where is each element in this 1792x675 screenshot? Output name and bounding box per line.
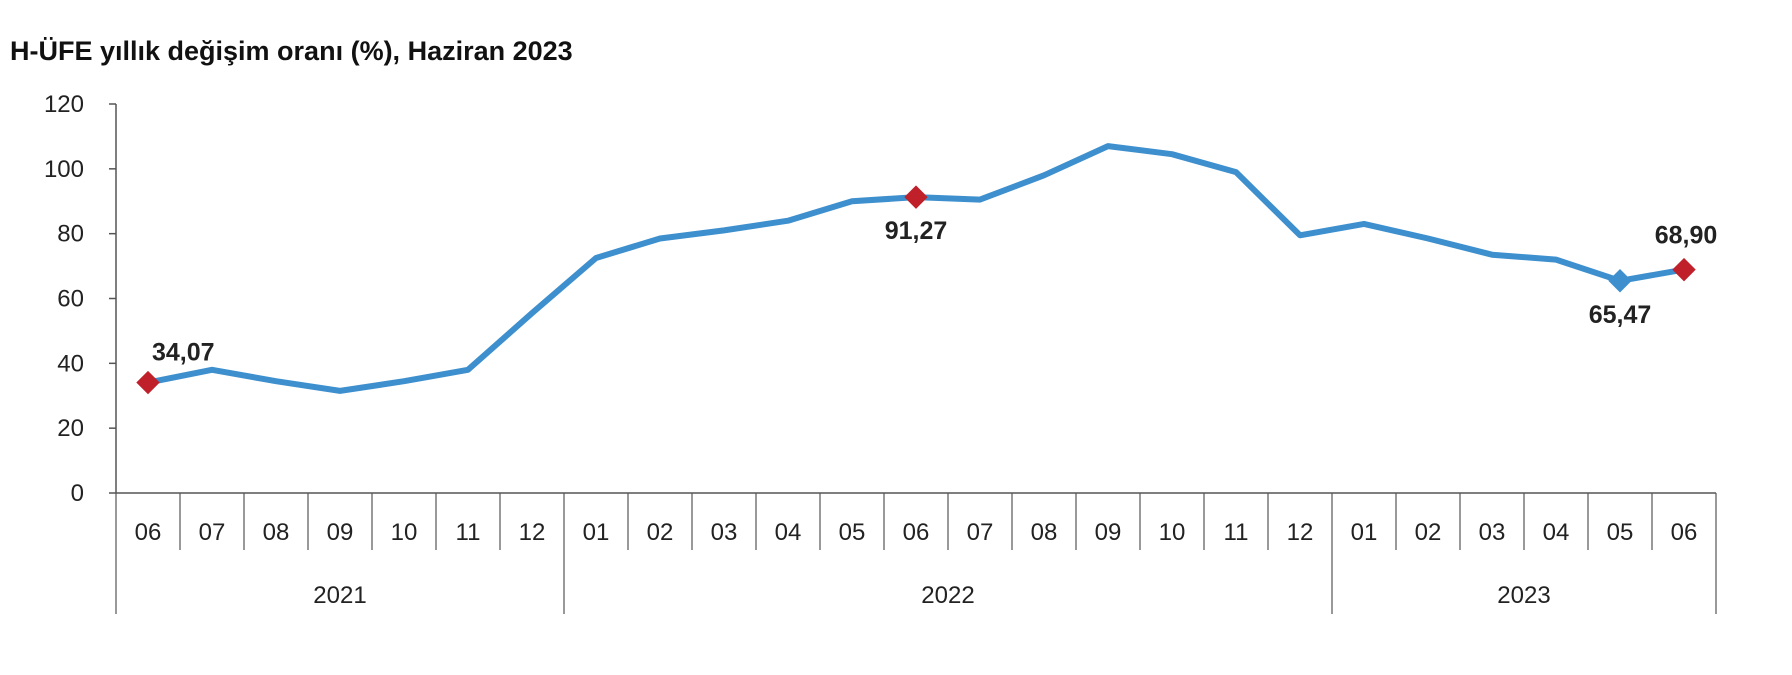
x-tick-label: 02 bbox=[647, 519, 674, 546]
data-label: 65,47 bbox=[1589, 301, 1652, 329]
x-tick-label: 03 bbox=[1479, 519, 1506, 546]
x-tick-label: 04 bbox=[1543, 519, 1570, 546]
x-tick-label: 04 bbox=[775, 519, 802, 546]
x-tick-label: 06 bbox=[903, 519, 930, 546]
data-label: 68,90 bbox=[1655, 222, 1718, 250]
data-label: 34,07 bbox=[152, 339, 215, 367]
data-point-marker bbox=[1608, 269, 1632, 293]
x-tick-label: 06 bbox=[1671, 519, 1698, 546]
x-tick-label: 07 bbox=[967, 519, 994, 546]
y-tick-label: 120 bbox=[44, 91, 84, 118]
x-tick-label: 11 bbox=[456, 519, 481, 546]
y-tick-label: 40 bbox=[57, 350, 84, 377]
x-axis: 06 07 08 09 10 11 12 01 02 03 04 05 06 07 08 09 10 11 12 01… bbox=[115, 492, 1717, 614]
x-tick-label: 12 bbox=[519, 519, 546, 546]
x-tick-label: 08 bbox=[1031, 519, 1058, 546]
data-label: 91,27 bbox=[885, 217, 948, 245]
data-labels: 34,07 91,27 65,47 68,90 bbox=[152, 217, 1717, 366]
year-label: 2023 bbox=[1497, 582, 1550, 609]
y-tick-label: 0 bbox=[71, 480, 84, 507]
y-axis: 0 20 40 60 80 100 120 bbox=[44, 91, 117, 507]
series-group bbox=[136, 143, 1696, 395]
data-point-marker bbox=[1672, 257, 1696, 282]
year-label: 2022 bbox=[921, 582, 974, 609]
x-tick-label: 11 bbox=[1224, 519, 1249, 546]
data-point-marker bbox=[904, 185, 928, 209]
x-tick-label: 02 bbox=[1415, 519, 1442, 546]
x-tick-label: 09 bbox=[327, 519, 354, 546]
x-tick-label: 12 bbox=[1287, 519, 1314, 546]
x-tick-label: 06 bbox=[135, 519, 162, 546]
x-tick-label: 08 bbox=[263, 519, 290, 546]
y-tick-label: 20 bbox=[57, 415, 84, 442]
x-tick-label: 03 bbox=[711, 519, 738, 546]
year-label: 2021 bbox=[313, 582, 366, 609]
series-line bbox=[145, 143, 1687, 394]
chart-title: H-ÜFE yıllık değişim oranı (%), Haziran … bbox=[10, 36, 573, 66]
x-tick-label: 07 bbox=[199, 519, 226, 546]
x-tick-label: 10 bbox=[391, 519, 418, 546]
data-point-marker bbox=[136, 370, 160, 395]
y-tick-label: 80 bbox=[57, 221, 84, 248]
x-tick-label: 09 bbox=[1095, 519, 1122, 546]
y-tick-label: 100 bbox=[44, 156, 84, 183]
x-tick-label: 05 bbox=[1607, 519, 1634, 546]
x-tick-label: 10 bbox=[1159, 519, 1186, 546]
x-tick-label: 01 bbox=[583, 519, 610, 546]
y-tick-label: 60 bbox=[57, 286, 84, 313]
x-tick-label: 01 bbox=[1351, 519, 1378, 546]
x-tick-label: 05 bbox=[839, 519, 866, 546]
